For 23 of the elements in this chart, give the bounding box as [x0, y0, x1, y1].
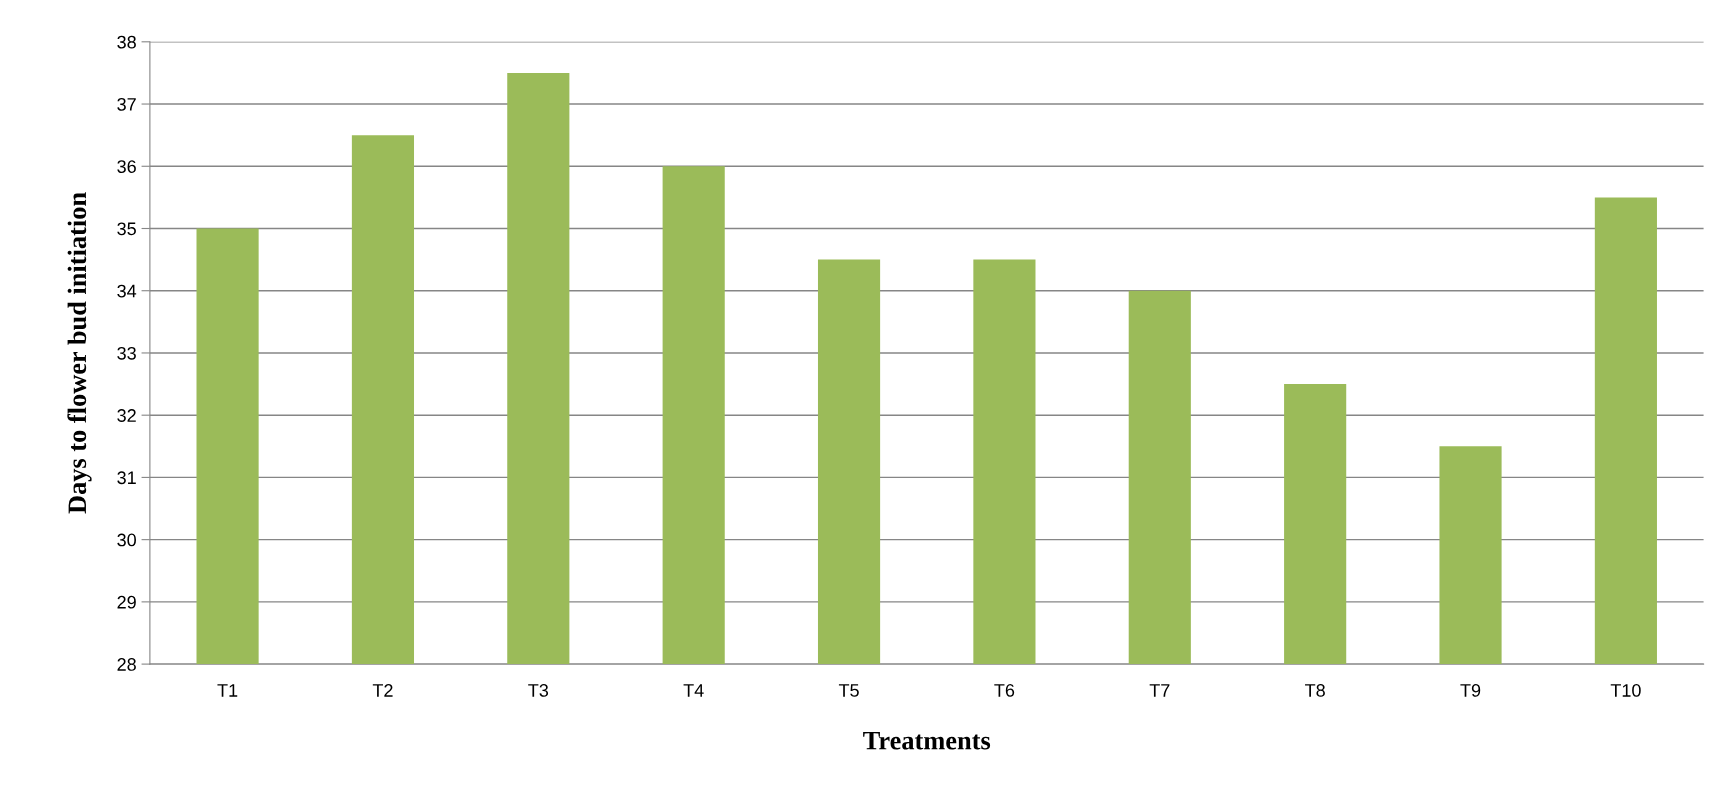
y-tick-label: 32: [117, 409, 136, 422]
y-axis-title: Days to flower bud initiation: [67, 192, 92, 514]
x-tick-label: T8: [1305, 684, 1325, 697]
x-tick-label: T3: [528, 684, 549, 697]
y-tick-label: 37: [117, 97, 136, 111]
x-tick-label: T5: [838, 684, 859, 697]
y-tick-label: 38: [117, 35, 136, 49]
y-tick-label: 28: [117, 658, 136, 671]
y-tick-label: 31: [117, 471, 136, 485]
x-tick-label: T1: [217, 684, 238, 697]
x-axis-title: Treatments: [863, 731, 991, 750]
y-tick-label: 34: [117, 284, 137, 298]
y-tick-label: 35: [117, 222, 136, 236]
x-tick-label: T10: [1610, 684, 1641, 697]
x-tick-label: T6: [994, 684, 1015, 697]
x-tick-label: T9: [1460, 684, 1481, 697]
x-tick-label: T2: [372, 684, 393, 697]
y-tick-label: 30: [117, 533, 136, 547]
y-tick-label: 36: [117, 160, 136, 173]
y-tick-label: 33: [117, 346, 136, 360]
x-tick-label: T7: [1149, 684, 1170, 697]
y-tick-label: 29: [117, 595, 136, 609]
x-tick-label: T4: [683, 684, 704, 697]
